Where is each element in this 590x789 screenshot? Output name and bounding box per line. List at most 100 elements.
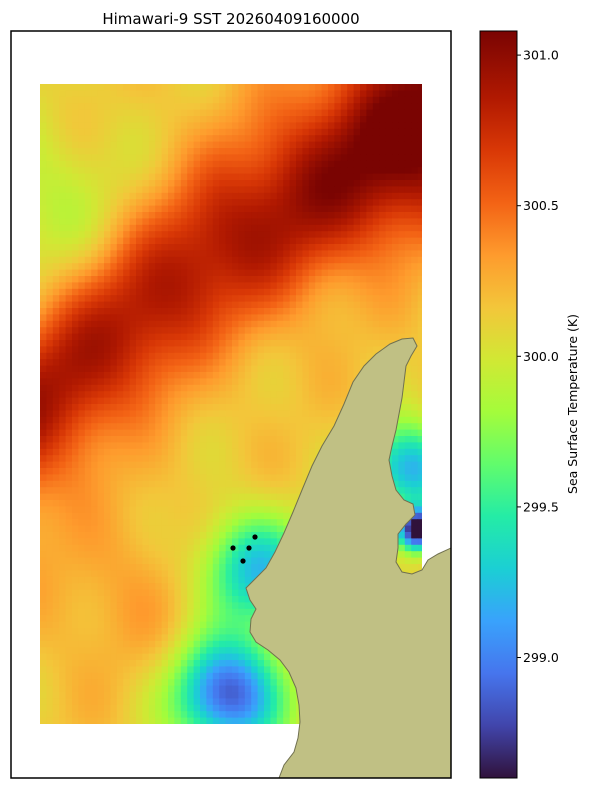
heatmap-cell: [392, 448, 399, 456]
heatmap-cell: [244, 423, 252, 430]
heatmap-cell: [91, 448, 98, 456]
heatmap-cell: [411, 506, 418, 514]
heatmap-cell: [200, 346, 207, 354]
heatmap-cell: [411, 288, 418, 296]
heatmap-cell: [238, 141, 246, 149]
heatmap-cell: [168, 551, 175, 558]
heatmap-cell: [193, 154, 201, 162]
heatmap-cell: [136, 103, 143, 110]
heatmap-cell: [40, 160, 47, 168]
heatmap-cell: [404, 442, 412, 450]
heatmap-cell: [72, 128, 79, 136]
heatmap-cell: [206, 116, 214, 123]
heatmap-cell: [78, 493, 86, 501]
heatmap-cell: [232, 301, 239, 309]
heatmap-cell: [187, 128, 194, 136]
heatmap-cell: [353, 282, 361, 290]
heatmap-cell: [84, 576, 92, 584]
heatmap-cell: [174, 173, 182, 181]
heatmap-cell: [296, 199, 303, 206]
heatmap-cell: [289, 173, 297, 181]
heatmap-cell: [315, 237, 322, 245]
heatmap-cell: [116, 436, 124, 443]
heatmap-cell: [129, 122, 137, 130]
heatmap-cell: [232, 480, 239, 488]
heatmap-cell: [155, 596, 162, 603]
heatmap-cell: [180, 551, 188, 558]
heatmap-cell: [225, 186, 233, 194]
heatmap-cell: [276, 301, 284, 309]
heatmap-cell: [40, 391, 47, 398]
heatmap-cell: [52, 186, 60, 194]
heatmap-cell: [84, 525, 92, 533]
heatmap-cell: [353, 231, 361, 238]
heatmap-cell: [411, 436, 418, 443]
heatmap-cell: [91, 346, 98, 354]
heatmap-cell: [232, 602, 239, 610]
heatmap-cell: [142, 263, 150, 270]
heatmap-cell: [244, 532, 252, 539]
heatmap-cell: [174, 493, 182, 501]
heatmap-cell: [219, 544, 226, 552]
heatmap-cell: [276, 250, 284, 258]
heatmap-cell: [353, 256, 361, 264]
heatmap-cell: [187, 333, 194, 341]
heatmap-cell: [404, 282, 412, 290]
heatmap-cell: [219, 570, 226, 578]
heatmap-cell: [84, 480, 92, 488]
heatmap-cell: [404, 461, 412, 469]
heatmap-cell: [136, 589, 143, 597]
heatmap-cell: [97, 589, 105, 597]
heatmap-cell: [129, 128, 137, 136]
heatmap-cell: [385, 282, 393, 290]
heatmap-cell: [104, 506, 111, 514]
heatmap-cell: [328, 180, 335, 187]
heatmap-cell: [404, 244, 412, 251]
heatmap-cell: [244, 602, 252, 610]
heatmap-cell: [398, 103, 406, 110]
heatmap-cell: [385, 186, 393, 194]
heatmap-cell: [270, 506, 278, 514]
heatmap-cell: [296, 224, 303, 232]
heatmap-cell: [392, 173, 399, 181]
heatmap-cell: [296, 256, 303, 264]
heatmap-cell: [142, 160, 150, 168]
heatmap-cell: [78, 346, 86, 354]
heatmap-cell: [264, 160, 271, 168]
heatmap-cell: [155, 602, 162, 610]
heatmap-cell: [232, 212, 239, 219]
heatmap-cell: [116, 442, 124, 450]
heatmap-cell: [353, 205, 361, 213]
heatmap-cell: [283, 327, 290, 334]
heatmap-cell: [264, 519, 271, 526]
heatmap-cell: [187, 544, 194, 552]
heatmap-cell: [155, 96, 162, 104]
heatmap-cell: [308, 295, 316, 302]
heatmap-cell: [212, 276, 220, 283]
heatmap-cell: [251, 340, 258, 347]
heatmap-cell: [225, 109, 233, 117]
heatmap-cell: [417, 154, 422, 162]
heatmap-cell: [52, 532, 60, 539]
heatmap-cell: [200, 391, 207, 398]
heatmap-cell: [385, 141, 393, 149]
heatmap-cell: [321, 84, 329, 91]
heatmap-cell: [212, 192, 220, 200]
heatmap-cell: [225, 500, 233, 507]
heatmap-cell: [200, 602, 207, 610]
heatmap-cell: [104, 384, 111, 392]
heatmap-cell: [411, 96, 418, 104]
heatmap-cell: [244, 295, 252, 302]
heatmap-cell: [72, 269, 79, 277]
heatmap-cell: [302, 205, 310, 213]
heatmap-cell: [244, 320, 252, 328]
heatmap-cell: [161, 372, 169, 379]
heatmap-cell: [232, 116, 239, 123]
heatmap-cell: [289, 237, 297, 245]
heatmap-cell: [372, 237, 380, 245]
heatmap-cell: [161, 410, 169, 418]
heatmap-cell: [136, 570, 143, 578]
heatmap-cell: [392, 205, 399, 213]
heatmap-cell: [264, 320, 271, 328]
heatmap-cell: [302, 192, 310, 200]
